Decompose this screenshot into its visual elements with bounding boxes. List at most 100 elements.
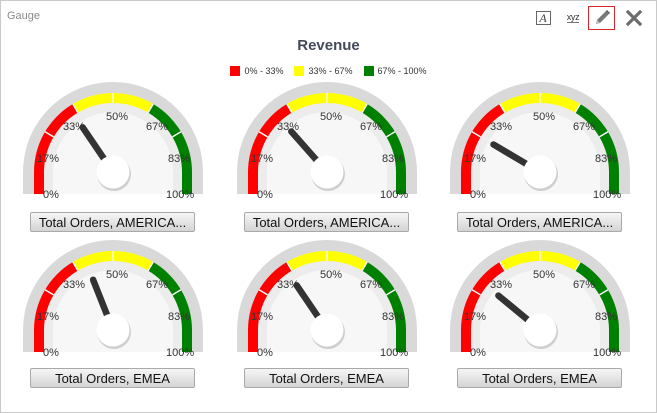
- gauge-band: [396, 172, 406, 194]
- legend-swatch: [230, 66, 241, 76]
- gauge-hub: [310, 313, 344, 347]
- gauge-tick-label: 17%: [37, 311, 60, 323]
- gauge: 0% 17% 33% 50% 67% 83% 100%: [237, 240, 417, 360]
- gauge-tick-label: 33%: [490, 279, 513, 291]
- gauge-label-button[interactable]: Total Orders, EMEA: [30, 368, 195, 388]
- gauge-tick: [574, 103, 581, 113]
- gauge-tick-label: 100%: [166, 347, 195, 359]
- xyz-icon: xyz: [566, 12, 580, 23]
- gauge-band: [182, 172, 192, 194]
- chart-title: Revenue: [297, 37, 360, 54]
- gauge-hub: [310, 155, 344, 189]
- gauge-tick-label: 33%: [63, 279, 86, 291]
- gauge-label-button[interactable]: Total Orders, AMERICA...: [244, 212, 409, 232]
- gauge-tick: [44, 131, 54, 138]
- gauge-tick: [258, 289, 268, 296]
- gauge-tick-label: 67%: [573, 121, 596, 133]
- gauge-tick: [471, 131, 481, 138]
- gauge-tick-label: 83%: [168, 153, 191, 165]
- gauge-band: [248, 172, 258, 194]
- gauge-hub: [523, 313, 557, 347]
- gauge-tick-label: 17%: [251, 153, 274, 165]
- text-format-icon: A: [535, 11, 551, 25]
- gauge-tick-label: 50%: [320, 111, 343, 123]
- gauge-tick-label: 0%: [257, 189, 273, 201]
- gauge-band: [34, 330, 44, 352]
- gauge-tick: [386, 289, 396, 296]
- gauge-band: [461, 262, 505, 330]
- gauge-tick-label: 83%: [168, 311, 191, 323]
- gauge-band: [248, 262, 292, 330]
- legend-swatch: [363, 66, 374, 76]
- gauge-dial: [450, 82, 630, 194]
- gauge-label-button[interactable]: Total Orders, AMERICA...: [457, 212, 622, 232]
- gauge-hub: [96, 313, 130, 347]
- gauge-label-button[interactable]: Total Orders, EMEA: [457, 368, 622, 388]
- gauge: 0% 17% 33% 50% 67% 83% 100%: [450, 82, 630, 202]
- close-button[interactable]: [623, 7, 645, 29]
- gauge-tick: [361, 261, 368, 271]
- gauge-tick-label: 33%: [63, 121, 86, 133]
- gauge-tick: [258, 131, 268, 138]
- xyz-button[interactable]: xyz: [562, 7, 584, 29]
- gauge-tick: [386, 131, 396, 138]
- gauge-dial: [450, 240, 630, 352]
- legend-label: 0% - 33%: [244, 66, 284, 76]
- gauge-band: [461, 104, 505, 172]
- gauge-inner: [267, 112, 387, 194]
- gauge-tick-label: 100%: [166, 189, 195, 201]
- gauge-dial: [237, 82, 417, 194]
- gauge-tick-label: 33%: [277, 121, 300, 133]
- gauge-tick-label: 33%: [277, 279, 300, 291]
- gauge-band: [248, 330, 258, 352]
- gauge-band: [182, 330, 192, 352]
- gauge-tick-label: 83%: [595, 153, 618, 165]
- legend-swatch: [294, 66, 305, 76]
- text-format-button[interactable]: A: [532, 7, 554, 29]
- gauge-tick: [499, 261, 506, 271]
- legend: 0% - 33% 33% - 67% 67% - 100%: [0, 66, 657, 76]
- gauge-tick: [72, 103, 79, 113]
- gauge-hub: [523, 155, 557, 189]
- gauge-tick: [172, 131, 182, 138]
- gauge-tick: [286, 261, 293, 271]
- gauge-tick-label: 100%: [380, 189, 409, 201]
- legend-label: 67% - 100%: [377, 66, 427, 76]
- gauge-tick: [499, 103, 506, 113]
- gauge-tick: [147, 261, 154, 271]
- gauge-tick-label: 67%: [146, 121, 169, 133]
- gauge-tick-label: 83%: [595, 311, 618, 323]
- gauge-label-button[interactable]: Total Orders, AMERICA...: [30, 212, 195, 232]
- gauge-tick-label: 100%: [593, 189, 622, 201]
- pencil-icon: [595, 10, 610, 24]
- gauge-tick-label: 17%: [464, 153, 487, 165]
- gauge-band: [148, 104, 192, 172]
- gauge-dial: [23, 82, 203, 194]
- gauge-tick-label: 83%: [382, 153, 405, 165]
- gauge-tick: [471, 289, 481, 296]
- gauge-hub: [96, 155, 130, 189]
- gauge-tick-label: 50%: [533, 269, 556, 281]
- gauge-band: [362, 104, 406, 172]
- gauge-band: [34, 104, 78, 172]
- legend-item: 33% - 67%: [294, 66, 353, 76]
- gauge-tick-label: 67%: [360, 279, 383, 291]
- gauge-tick-label: 0%: [43, 189, 59, 201]
- gauge-tick-label: 50%: [533, 111, 556, 123]
- gauge-band: [609, 330, 619, 352]
- gauge-tick-label: 83%: [382, 311, 405, 323]
- gauge-band: [148, 262, 192, 330]
- gauge-tick-label: 0%: [470, 189, 486, 201]
- gauge-inner: [53, 270, 173, 352]
- gauge: 0% 17% 33% 50% 67% 83% 100%: [23, 82, 203, 202]
- gauge-tick: [599, 131, 609, 138]
- legend-label: 33% - 67%: [308, 66, 353, 76]
- gauge-tick-label: 17%: [37, 153, 60, 165]
- edit-button[interactable]: [588, 6, 615, 30]
- gauge-band: [609, 172, 619, 194]
- gauge-label-button[interactable]: Total Orders, EMEA: [244, 368, 409, 388]
- gauge-tick-label: 0%: [470, 347, 486, 359]
- gauge-dial: [237, 240, 417, 352]
- gauge-dial: [23, 240, 203, 352]
- gauge-tick-label: 17%: [464, 311, 487, 323]
